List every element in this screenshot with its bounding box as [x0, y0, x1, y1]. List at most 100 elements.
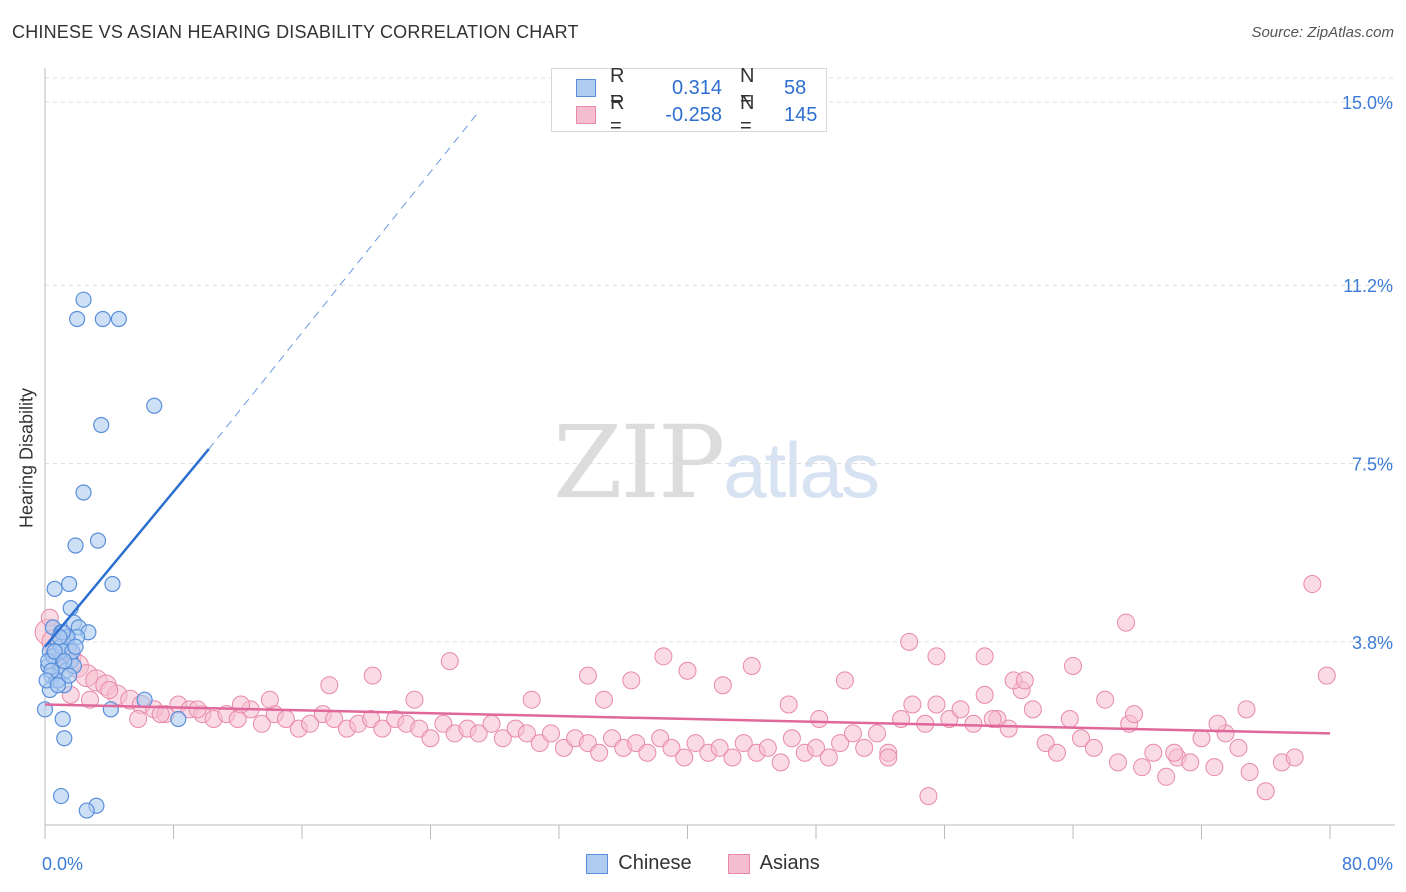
asians-point — [855, 738, 874, 757]
legend-item-chinese[interactable]: Chinese — [586, 852, 692, 875]
asians-swatch — [727, 853, 750, 874]
asians-point — [1117, 613, 1136, 632]
legend-n-label: N = — [740, 65, 755, 110]
asians-point — [440, 652, 459, 671]
asians-point — [723, 748, 742, 767]
asians-point — [678, 661, 697, 680]
asians-point — [903, 695, 922, 714]
asians-point — [363, 666, 382, 685]
chinese-point — [52, 787, 70, 805]
asians-point — [188, 700, 207, 719]
asians-point — [843, 724, 862, 743]
asians-point — [522, 690, 541, 709]
asians-trend-line — [44, 703, 1331, 735]
asians-point — [100, 681, 119, 700]
legend-row-asians: R = -0.258 N = 145 — [576, 92, 818, 137]
asians-point — [1192, 729, 1211, 748]
asians-point — [469, 724, 488, 743]
asians-point — [779, 695, 798, 714]
asians-point — [1133, 758, 1152, 777]
asians-point — [771, 753, 790, 772]
asians-point — [742, 656, 761, 675]
asians-point — [517, 724, 536, 743]
asians-point — [260, 690, 279, 709]
chinese-point — [56, 653, 73, 670]
asians-point — [80, 690, 99, 709]
chinese-point — [94, 310, 111, 328]
asians-point — [807, 738, 825, 757]
chinese-point — [102, 701, 119, 718]
source-credit: Source: ZipAtlas.com — [1251, 24, 1394, 41]
asians-point — [638, 743, 657, 762]
chinese-point — [56, 730, 73, 747]
asians-point — [1317, 666, 1336, 685]
correlation-legend: R = 0.314 N = 58 R = -0.258 N = 145 — [551, 65, 827, 137]
asians-point — [1064, 656, 1082, 675]
asians-point — [129, 709, 148, 728]
chinese-point — [67, 537, 84, 554]
chart-title: CHINESE VS ASIAN HEARING DISABILITY CORR… — [12, 22, 579, 42]
asians-point — [1165, 743, 1184, 762]
chinese-swatch — [586, 853, 609, 874]
chinese-point — [136, 691, 153, 708]
asians-point — [713, 676, 732, 695]
asians-point — [421, 729, 440, 748]
legend-n-label: N = — [740, 92, 755, 137]
chinese-point — [46, 643, 63, 660]
asians-point — [1108, 753, 1127, 772]
chinese-point — [110, 310, 127, 328]
y-tick-label: 11.2% — [1343, 276, 1393, 296]
y-tick-label: 7.5% — [1352, 455, 1393, 475]
asians-point — [879, 748, 898, 767]
asians-point — [964, 714, 983, 733]
legend-n-value-asians: 145 — [784, 103, 818, 126]
chinese-point — [104, 575, 121, 593]
asians-point — [1047, 743, 1066, 762]
asians-point — [927, 647, 946, 666]
asians-point — [662, 738, 681, 757]
asians-point — [975, 647, 994, 666]
y-axis-label: Hearing Disability — [16, 387, 37, 529]
asians-point — [1229, 738, 1248, 757]
asians-point — [622, 671, 641, 690]
legend-n-value-chinese: 58 — [784, 76, 807, 99]
asians-point — [231, 695, 250, 714]
asians-point — [734, 734, 753, 753]
asians-point — [900, 632, 919, 651]
asians-point — [1256, 782, 1275, 801]
asians-point — [1205, 758, 1224, 777]
asians-swatch — [576, 106, 596, 124]
legend-r-label: R = — [610, 92, 625, 137]
chinese-point — [170, 710, 187, 728]
asians-point — [782, 729, 801, 748]
asians-point — [151, 705, 170, 724]
series-legend: Chinese Asians — [0, 852, 1406, 875]
chinese-point — [67, 638, 84, 655]
asians-point — [1084, 738, 1103, 757]
asians-point — [951, 700, 970, 719]
asians-point — [1157, 767, 1176, 786]
asians-point — [831, 734, 850, 753]
legend-item-asians[interactable]: Asians — [727, 852, 820, 875]
asians-point — [975, 685, 994, 704]
asians-point — [810, 709, 829, 728]
asians-point — [373, 719, 392, 738]
chinese-point — [46, 580, 63, 597]
asians-point — [405, 690, 424, 709]
chinese-swatch — [576, 79, 596, 97]
x-tick-label: 80.0% — [1342, 854, 1393, 874]
chinese-point — [60, 667, 78, 684]
legend-r-value-asians: -0.258 — [665, 103, 722, 126]
watermark: ZIPatlas — [553, 404, 880, 521]
watermark-zip: ZIP — [553, 404, 725, 521]
chinese-point — [93, 416, 110, 434]
asians-point — [675, 748, 694, 767]
y-tick-label: 15.0% — [1342, 93, 1393, 113]
asians-point — [1015, 671, 1034, 690]
x-tick-label: 0.0% — [42, 854, 83, 874]
asians-point — [868, 724, 887, 743]
asians-point — [710, 738, 729, 757]
asians-point — [1181, 753, 1200, 772]
asians-point — [541, 724, 560, 743]
